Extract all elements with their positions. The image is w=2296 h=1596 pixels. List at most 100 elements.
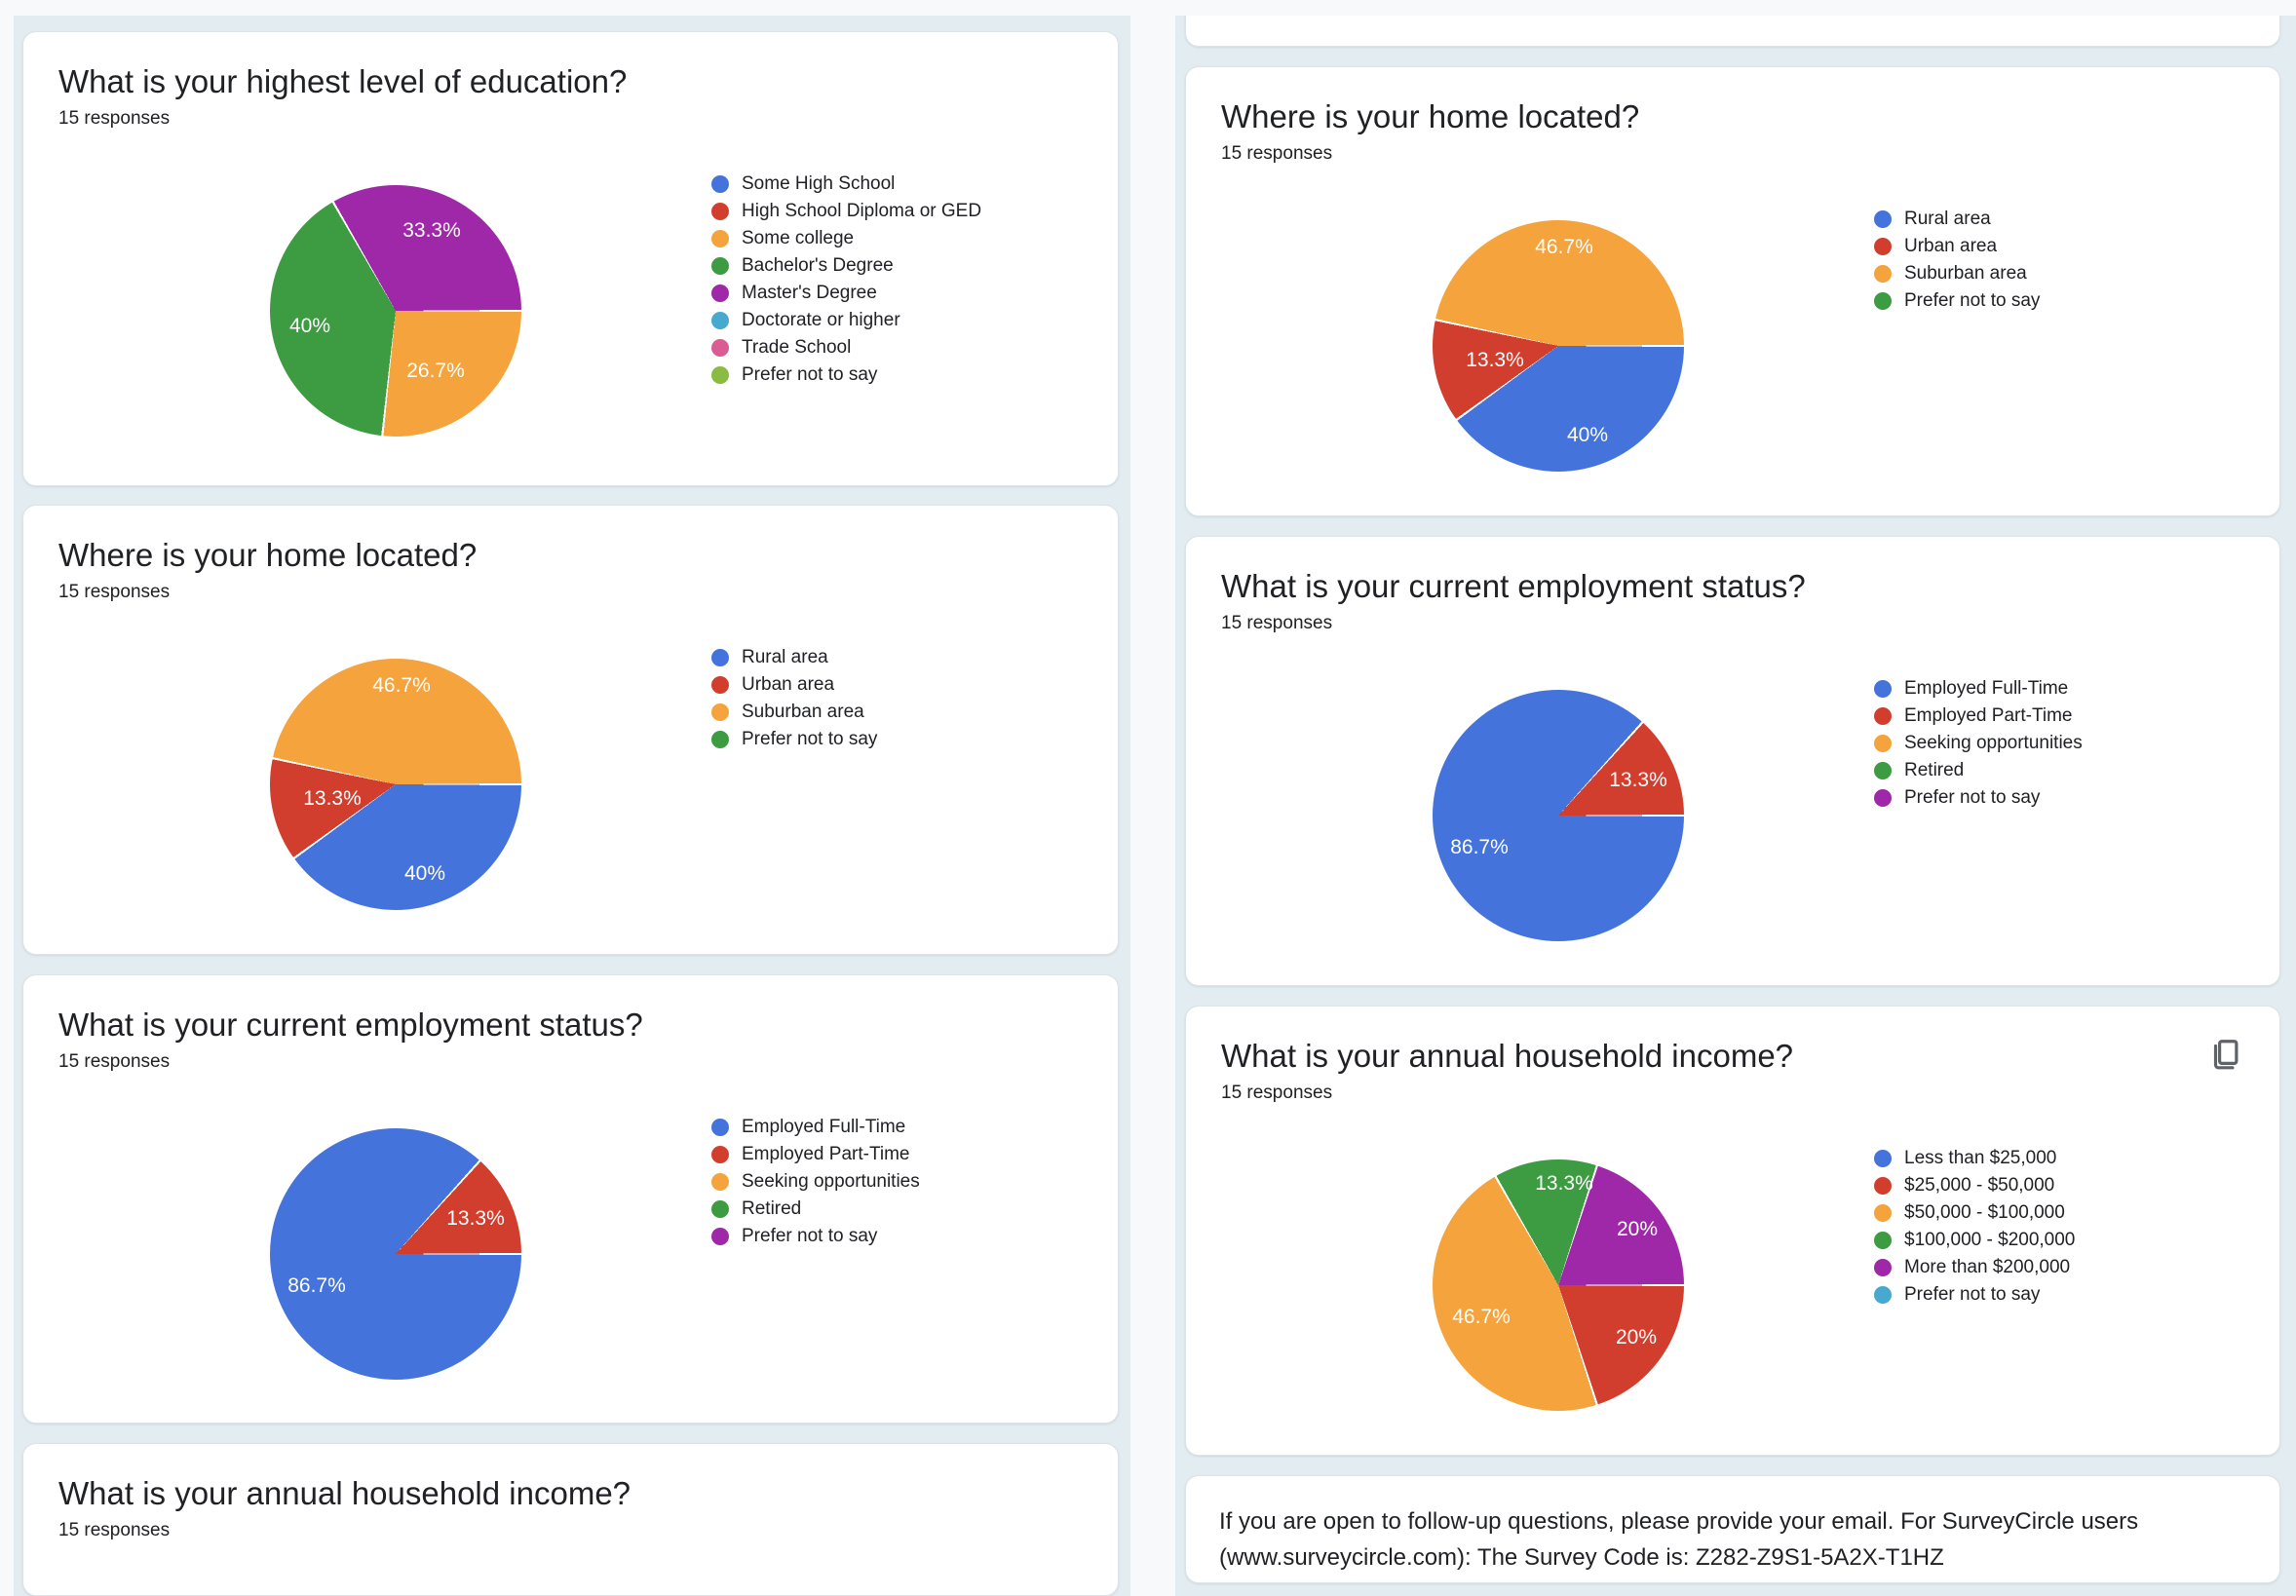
legend-label: $25,000 - $50,000 [1904,1175,2055,1196]
legend-color-dot [1874,1150,1892,1167]
question-title: What is your annual household income? [58,1475,631,1511]
pie-slice-label: 20% [1616,1218,1659,1240]
pie-slice-label: 40% [288,315,331,337]
pie-slice-label: 33.3% [402,219,461,242]
card-followup-note: If you are open to follow-up questions, … [1185,1475,2280,1583]
legend-item: Bachelor's Degree [711,252,981,280]
legend-color-dot [1874,789,1892,807]
legend-item: Less than $25,000 [1874,1145,2075,1172]
legend-color-dot [1874,292,1892,310]
legend-label: Suburban area [1904,263,2027,284]
legend-label: Employed Full-Time [1904,678,2069,699]
legend-color-dot [1874,680,1892,698]
legend-label: Rural area [1904,209,1991,229]
chart-legend: Employed Full-Time Employed Part-Time Seek… [711,1114,920,1250]
responses-count: 15 responses [1221,143,1333,164]
legend-color-dot [711,731,729,748]
copy-icon [2213,1040,2239,1070]
legend-label: Prefer not to say [742,364,878,385]
legend-item: Some college [711,225,981,252]
legend-color-dot [1874,707,1892,725]
legend-label: Prefer not to say [1904,1284,2041,1305]
pie-slice-label: 40% [403,862,446,885]
pie-chart-employment[interactable]: 86.7% 13.3% [1433,690,1684,941]
pie-chart-home[interactable]: 40% 13.3% 46.7% [270,659,521,910]
pie-slice-label: 13.3% [1609,769,1667,791]
legend-item: Retired [1874,757,2083,784]
responses-count: 15 responses [58,582,171,602]
pie-chart-education[interactable]: 26.7% 40% 33.3% [270,185,521,437]
question-title: What is your current employment status? [1221,568,1806,604]
legend-color-dot [1874,1232,1892,1249]
legend-label: Employed Full-Time [742,1117,906,1137]
pie-slice-label: 40% [1566,424,1609,446]
legend-color-dot [711,257,729,275]
legend-item: Master's Degree [711,280,981,307]
chart-legend: Employed Full-Time Employed Part-Time Seek… [1874,675,2083,812]
right-pane: Where is your home located? 15 responses 4… [1175,16,2296,1596]
legend-item: Suburban area [711,699,877,726]
legend-item: Prefer not to say [711,1223,920,1250]
legend-label: Seeking opportunities [742,1171,920,1192]
pie-slice-label: 46.7% [1452,1306,1511,1328]
legend-item: More than $200,000 [1874,1254,2075,1281]
card-home-located: Where is your home located? 15 responses 4… [1185,66,2280,516]
pie-chart-employment[interactable]: 86.7% 13.3% [270,1128,521,1380]
legend-color-dot [1874,1204,1892,1222]
chart-legend: Rural area Urban area Suburban area Prefer … [1874,206,2040,315]
left-pane: What is your highest level of education?… [14,16,1130,1596]
legend-item: Rural area [711,644,877,671]
legend-label: Urban area [1904,236,1998,256]
chart-legend: Less than $25,000 $25,000 - $50,000 $50,00… [1874,1145,2075,1309]
card-household-income-partial: What is your annual household income? 15 … [22,1443,1119,1596]
legend-color-dot [711,203,729,220]
chart-legend: Rural area Urban area Suburban area Prefer … [711,644,877,753]
pie-chart-income[interactable]: 20% 46.7% 13.3% 20% [1433,1159,1684,1411]
card-home-located: Where is your home located? 15 responses 4… [22,505,1119,955]
question-title: What is your highest level of education? [58,63,628,99]
legend-item: Urban area [1874,233,2040,260]
pie-chart-home[interactable]: 40% 13.3% 46.7% [1433,220,1684,472]
legend-color-dot [711,339,729,357]
card-employment-status: What is your current employment status? 1… [22,974,1119,1424]
legend-label: Bachelor's Degree [742,255,894,276]
legend-label: $50,000 - $100,000 [1904,1202,2065,1223]
legend-color-dot [1874,238,1892,255]
followup-note: If you are open to follow-up questions, … [1219,1503,2240,1576]
legend-label: More than $200,000 [1904,1257,2071,1277]
pie-slice-label: 13.3% [303,787,362,810]
legend-item: Prefer not to say [1874,784,2083,812]
question-title: What is your annual household income? [1221,1038,1794,1074]
legend-color-dot [1874,1286,1892,1304]
responses-count: 15 responses [58,1051,171,1072]
legend-label: Suburban area [742,702,864,722]
pie-slice-label: 13.3% [446,1207,505,1230]
responses-count: 15 responses [1221,1083,1333,1103]
legend-color-dot [1874,210,1892,228]
legend-label: Prefer not to say [742,1226,878,1246]
copy-chart-button[interactable] [2205,1036,2244,1075]
legend-color-dot [711,312,729,329]
responses-count: 15 responses [58,1520,171,1540]
legend-item: High School Diploma or GED [711,198,981,225]
followup-note-line: If you are open to follow-up questions, … [1219,1508,2139,1535]
responses-count: 15 responses [1221,613,1333,633]
legend-label: Master's Degree [742,283,877,303]
legend-label: Doctorate or higher [742,310,900,330]
legend-item: Some High School [711,171,981,198]
legend-color-dot [711,1200,729,1218]
legend-label: Some High School [742,173,896,194]
legend-item: Seeking opportunities [1874,730,2083,757]
legend-item: Prefer not to say [1874,287,2040,315]
legend-item: Trade School [711,334,981,361]
legend-label: Prefer not to say [1904,787,2041,808]
legend-label: Retired [1904,760,1965,780]
pie-slice-label: 26.7% [406,360,465,382]
card-employment-status: What is your current employment status? 1… [1185,536,2280,986]
legend-color-dot [1874,1259,1892,1276]
legend-item: Employed Part-Time [1874,703,2083,730]
legend-item: Employed Full-Time [1874,675,2083,703]
legend-color-dot [711,285,729,302]
legend-label: Seeking opportunities [1904,733,2083,753]
legend-item: $100,000 - $200,000 [1874,1227,2075,1254]
